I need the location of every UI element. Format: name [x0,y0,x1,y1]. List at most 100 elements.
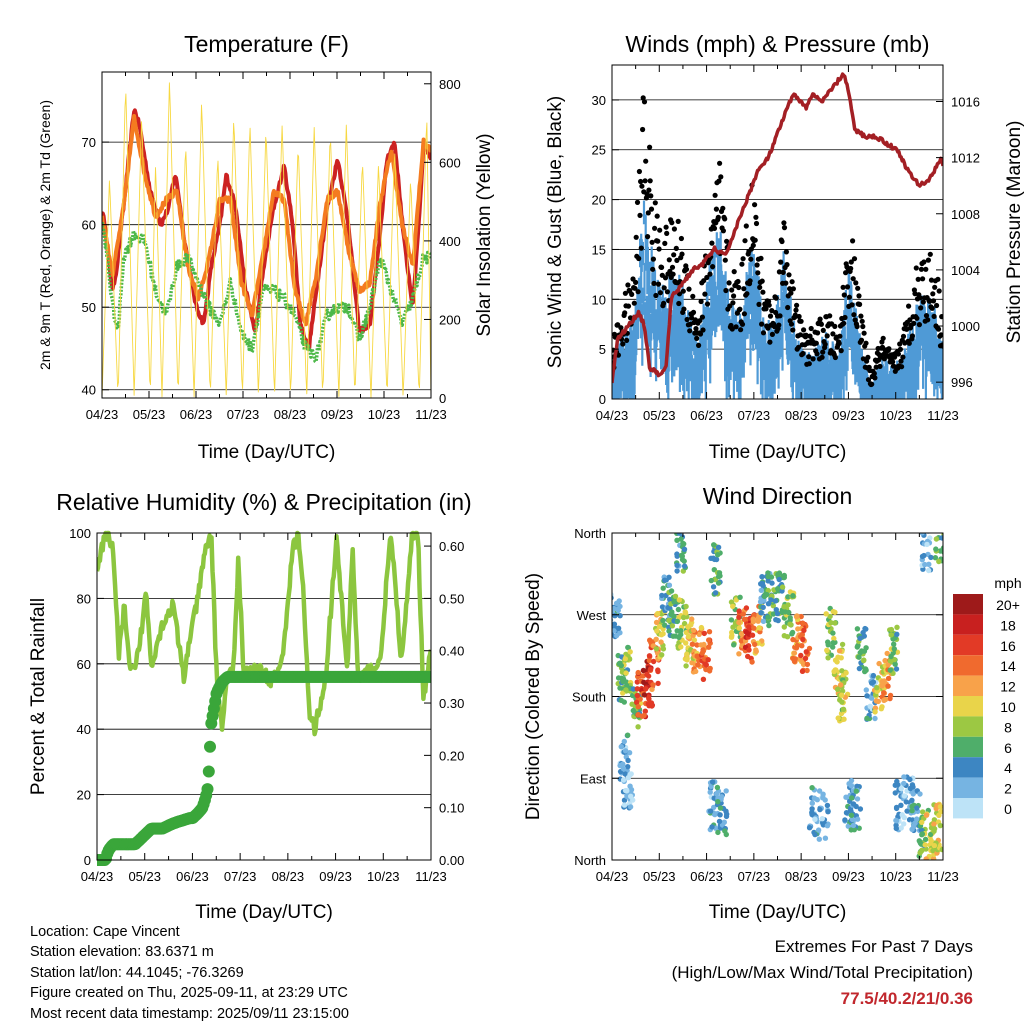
x-tick-label: 07/23 [738,869,771,884]
gust-point [814,351,820,357]
gust-point [648,206,655,212]
y-tick-label: South [572,690,606,705]
direction-point [809,785,815,791]
x-tick-label: 08/23 [272,869,305,884]
direction-point [618,662,624,669]
direction-point [646,653,653,659]
gust-point [675,218,681,224]
direction-point [615,625,622,631]
direction-point [854,796,861,802]
direction-point [676,597,682,603]
direction-point [790,593,796,599]
x-tick-label: 07/23 [738,408,771,423]
gust-point [634,199,641,205]
gust-point [690,293,696,299]
direction-point [694,642,700,648]
direction-point [800,636,806,643]
recent-timestamp: Most recent data timestamp: 2025/09/11 2… [30,1005,349,1022]
legend-label: 12 [1000,679,1016,695]
direction-point [753,648,759,655]
extremes-title: Extremes For Past 7 Days [774,937,973,956]
gust-point [753,214,759,220]
y-tick-label: 20 [592,193,606,208]
direction-point [839,641,846,648]
direction-point [705,657,711,663]
direction-point [907,785,914,792]
gust-point [760,289,766,295]
gust-point [632,285,638,291]
gust-point [620,341,626,347]
extremes-box: Extremes For Past 7 Days (High/Low/Max W… [672,934,973,1012]
direction-point [774,610,781,617]
direction-point [749,632,756,638]
gust-point [716,178,722,184]
y-tick-label: 100 [69,526,91,541]
gust-point [731,293,737,299]
x-axis-label: Time (Day/UTC) [195,902,333,923]
direction-point [931,821,937,827]
direction-point [623,670,629,676]
gust-point [777,313,783,319]
x-tick-label: 04/23 [81,869,114,884]
x-tick-label: 10/23 [879,869,912,884]
direction-point [919,533,925,536]
gust-point [930,291,936,297]
gust-point [647,178,653,184]
gust-point [729,287,735,293]
direction-point [939,846,943,853]
direction-point [672,593,679,599]
gust-point [756,301,762,307]
direction-point [919,553,926,560]
direction-point [728,617,735,623]
gust-point [638,178,644,185]
direction-point [743,605,750,611]
direction-point [660,646,667,652]
direction-point [717,812,723,818]
gust-point [680,288,686,294]
gust-point [925,257,932,263]
direction-point [857,635,863,642]
gust-point [869,381,875,387]
x-tick-label: 06/23 [180,407,213,422]
gust-point [807,333,813,339]
gust-point [624,337,630,343]
direction-point [707,789,713,795]
gust-point [742,238,748,244]
gust-point [767,313,774,319]
direction-point [879,704,885,710]
direction-point [827,613,833,620]
gust-point [717,160,723,166]
direction-point [612,621,618,627]
gust-point [787,286,793,292]
direction-point [790,655,796,662]
series-td2m [102,221,431,364]
direction-point [751,625,757,631]
gust-point [720,205,726,211]
x-tick-label: 11/23 [415,869,447,884]
direction-point [853,788,859,794]
gust-point [681,306,687,312]
gust-point [778,259,784,265]
direction-point [634,699,640,705]
direction-point [907,776,913,783]
series-rh [97,530,431,737]
gust-point [651,280,657,286]
direction-point [634,679,640,685]
direction-point [937,804,943,810]
series-precip [97,670,431,866]
gust-point [747,278,753,284]
direction-point [824,823,831,829]
gust-point [915,276,921,282]
direction-point [935,527,940,532]
direction-point [760,604,766,610]
x-tick-label: 08/23 [785,869,818,884]
gust-point [643,158,649,164]
gust-point [925,317,931,323]
direction-point [914,805,920,811]
direction-point [925,533,928,534]
direction-point [736,614,742,621]
direction-point [612,632,615,638]
x-tick-label: 06/23 [176,869,209,884]
direction-point [926,567,932,574]
direction-point [617,613,623,619]
